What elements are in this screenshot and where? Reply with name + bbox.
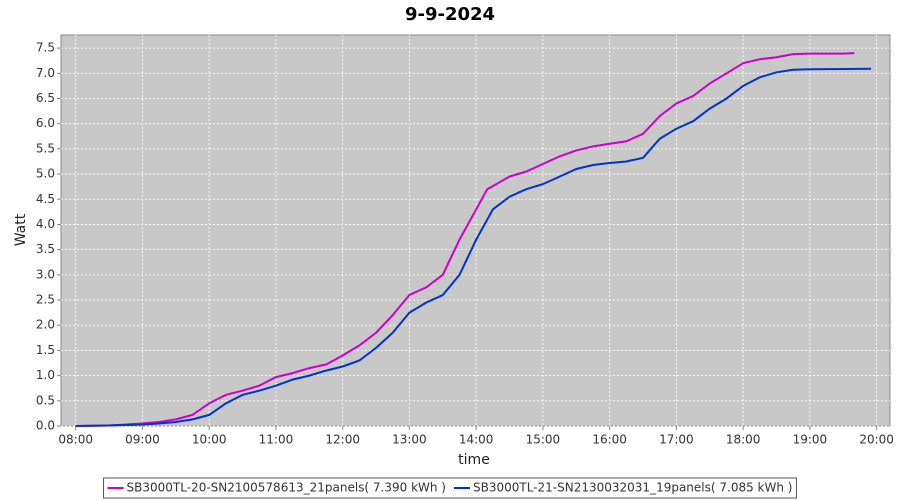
legend: SB3000TL-20-SN2100578613_21panels( 7.390… <box>103 477 797 499</box>
y-tick-label: 7.0 <box>36 66 55 80</box>
x-tick-label: 14:00 <box>459 433 494 447</box>
y-tick-label: 6.5 <box>36 91 55 105</box>
legend-label: SB3000TL-21-SN2130032031_19panels( 7.085… <box>473 481 792 495</box>
y-tick-label: 4.0 <box>36 217 55 231</box>
x-axis-label: time <box>458 452 490 468</box>
y-tick-label: 1.5 <box>36 343 55 357</box>
x-tick-label: 15:00 <box>526 433 561 447</box>
x-tick-label: 19:00 <box>793 433 828 447</box>
series-line <box>75 52 855 427</box>
y-tick-label: 6.0 <box>36 116 55 130</box>
y-tick-label: 5.0 <box>36 167 55 181</box>
legend-box <box>103 477 797 499</box>
y-tick-label: 0.5 <box>36 393 55 407</box>
y-tick-label: 2.5 <box>36 293 55 307</box>
y-tick-label: 3.5 <box>36 242 55 256</box>
y-tick-label: 2.0 <box>36 318 55 332</box>
x-tick-label: 11:00 <box>259 433 294 447</box>
x-tick-label: 09:00 <box>125 433 160 447</box>
chart-title: 9-9-2024 <box>405 4 495 25</box>
y-tick-label: 3.0 <box>36 267 55 281</box>
x-tick-label: 20:00 <box>859 433 894 447</box>
y-tick-label: 0.0 <box>36 419 55 433</box>
y-tick-label: 5.5 <box>36 141 55 155</box>
y-tick-label: 4.5 <box>36 192 55 206</box>
y-tick-label: 1.0 <box>36 368 55 382</box>
series-line <box>75 67 872 427</box>
plot-area <box>60 34 891 427</box>
x-tick-label: 10:00 <box>192 433 227 447</box>
x-tick-label: 17:00 <box>659 433 694 447</box>
legend-label: SB3000TL-20-SN2100578613_21panels( 7.390… <box>127 481 446 495</box>
y-axis-label: Watt <box>13 213 29 246</box>
x-tick-label: 18:00 <box>726 433 761 447</box>
x-tick-label: 08:00 <box>58 433 93 447</box>
x-tick-label: 13:00 <box>392 433 427 447</box>
y-tick-label: 7.5 <box>36 41 55 55</box>
x-tick-label: 12:00 <box>325 433 360 447</box>
x-tick-label: 16:00 <box>592 433 627 447</box>
